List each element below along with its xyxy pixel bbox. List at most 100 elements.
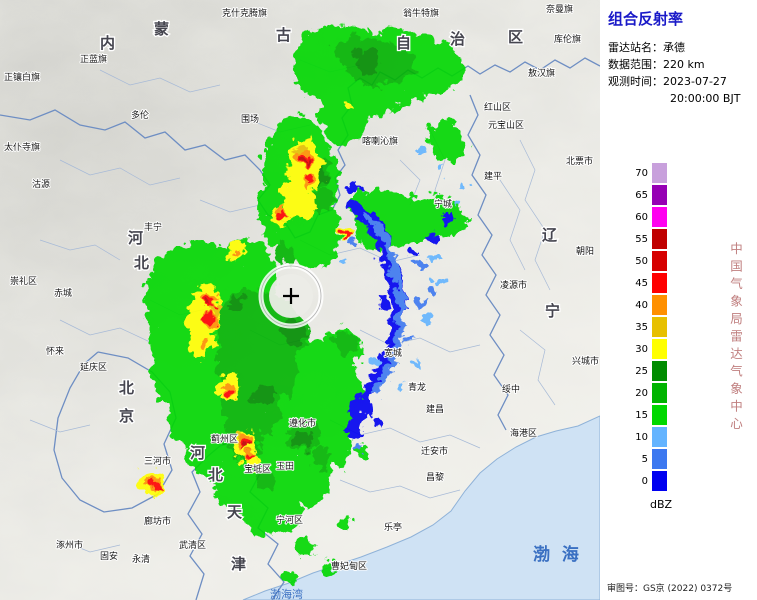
legend-swatch — [652, 185, 667, 205]
county-boundary — [359, 329, 481, 353]
legend-value: 30 — [635, 343, 648, 355]
map-label: 太仆寺旗 — [4, 141, 40, 153]
radar-echo — [293, 536, 311, 554]
legend-value: 25 — [635, 365, 648, 377]
map-label: 武清区 — [179, 539, 206, 551]
map-label: 沽源 — [32, 178, 50, 190]
legend-value: 15 — [635, 409, 648, 421]
radar-echo — [372, 414, 380, 422]
map-label: 克什克腾旗 — [222, 7, 267, 19]
map-label: 赤城 — [54, 288, 72, 299]
county-boundary — [59, 159, 181, 186]
map-label: 敖汉旗 — [528, 67, 555, 79]
legend-swatch — [652, 339, 667, 359]
map-label: 涿州市 — [56, 539, 83, 551]
legend-value: 65 — [635, 189, 648, 201]
legend-swatch — [652, 295, 667, 315]
legend-row: 45 — [626, 272, 667, 294]
province-label: 河 — [128, 229, 143, 247]
map-label: 正镶白旗 — [4, 71, 40, 83]
map-label: 建昌 — [426, 403, 444, 415]
legend-value: 0 — [641, 475, 648, 487]
radar-echo — [246, 382, 270, 406]
radar-info-line: 观测时间：2023-07-27 — [608, 75, 727, 88]
radar-echo — [346, 180, 358, 192]
legend-row: 30 — [626, 338, 667, 360]
legend-swatch — [652, 471, 667, 491]
radar-echo — [290, 428, 310, 448]
map-label: 红山区 — [484, 101, 511, 113]
map-label: 乐亭 — [384, 521, 402, 533]
legend-row: 40 — [626, 294, 667, 316]
map-label: 曹妃甸区 — [331, 560, 367, 572]
legend-value: 60 — [635, 211, 648, 223]
radar-echo — [228, 245, 236, 253]
legend-swatch — [652, 405, 667, 425]
map-label: 丰宁 — [144, 221, 162, 233]
province-label: 宁 — [545, 302, 560, 320]
province-boundary — [0, 57, 600, 239]
radar-echo — [341, 227, 349, 235]
radar-echo — [394, 378, 402, 386]
map-label: 廊坊市 — [144, 515, 171, 527]
radar-echo — [423, 229, 437, 243]
province-label: 蒙 — [154, 20, 169, 38]
map-label: 朝阳 — [576, 246, 594, 257]
province-label: 区 — [508, 28, 523, 46]
legend-value: 55 — [635, 233, 648, 245]
legend-swatch — [652, 383, 667, 403]
county-boundary — [29, 419, 91, 433]
legend-row: 20 — [626, 382, 667, 404]
province-label: 内 — [100, 34, 115, 52]
radar-echo — [243, 450, 251, 458]
radar-echo — [434, 274, 442, 282]
sea-label: 渤 海 — [533, 544, 582, 565]
radar-echo — [350, 440, 358, 448]
radar-echo — [252, 466, 272, 486]
radar-echo — [301, 170, 309, 178]
legend-value: 35 — [635, 321, 648, 333]
radar-echo — [196, 336, 206, 346]
legend-swatch — [652, 427, 667, 447]
legend-row: 35 — [626, 316, 667, 338]
map-label: 永清 — [132, 553, 150, 565]
radar-echo — [415, 257, 425, 267]
legend-swatch — [652, 229, 667, 249]
sea-area — [242, 415, 600, 600]
info-panel: 组合反射率 雷达站名：承德 数据范围：220 km 观测时间：2023-07-27 … — [600, 0, 757, 600]
province-label: 河 — [190, 444, 205, 462]
legend-value: 50 — [635, 255, 648, 267]
map-label: 宁城 — [434, 198, 452, 210]
province-label: 北 — [119, 379, 134, 397]
legend-row: 70 — [626, 162, 667, 184]
map-label: 蓟州区 — [211, 433, 238, 445]
radar-station-marker — [258, 263, 324, 329]
map-label: 青龙 — [408, 381, 426, 393]
radar-echo — [374, 294, 386, 306]
province-label: 辽 — [542, 226, 557, 244]
radar-echo — [330, 328, 354, 352]
map-label: 兴城市 — [572, 355, 599, 367]
map-label: 围场 — [241, 114, 259, 125]
legend-row: 60 — [626, 206, 667, 228]
radar-echo — [400, 332, 408, 340]
county-boundary — [499, 179, 526, 271]
radar-echo — [426, 286, 434, 294]
radar-echo — [458, 178, 466, 186]
map-label: 延庆区 — [80, 361, 107, 373]
province-boundary — [467, 94, 509, 431]
radar-center-cross — [283, 288, 299, 304]
province-label: 北 — [208, 466, 223, 484]
map-label: 元宝山区 — [488, 119, 524, 131]
radar-echo — [441, 211, 451, 221]
radar-range-ring-outline — [260, 265, 322, 327]
map-label: 三河市 — [144, 455, 171, 467]
radar-echo — [239, 440, 245, 446]
watermark-text: 中国气象局雷达气象中心 — [728, 242, 743, 435]
radar-echo — [420, 312, 428, 320]
radar-echo — [203, 311, 213, 321]
map-label: 遵化市 — [289, 417, 316, 429]
obs-time-line2: 20:00:00 BJT — [670, 92, 741, 105]
radar-echo — [341, 97, 351, 107]
dbz-legend: 70 65 60 55 50 45 40 35 30 25 20 15 10 5 0 — [626, 162, 667, 492]
